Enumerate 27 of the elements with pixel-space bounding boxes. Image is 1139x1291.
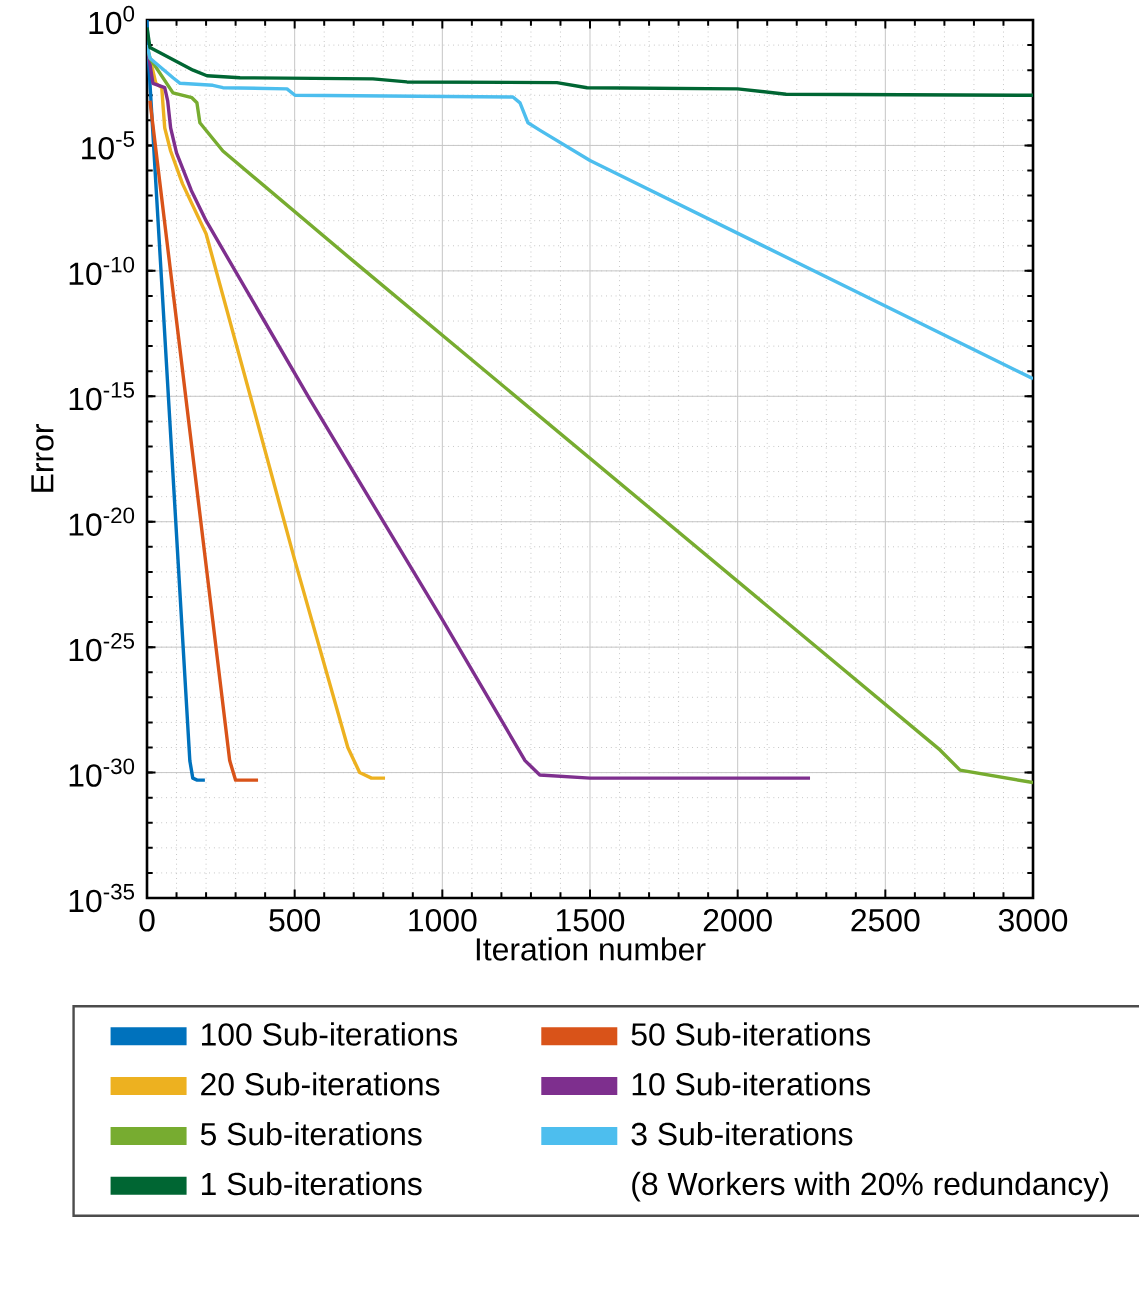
x-tick-label: 1500 <box>556 909 625 932</box>
legend-label: 10 Sub-iterations <box>632 1072 871 1096</box>
line-series <box>147 43 1034 381</box>
legend-label: 20 Sub-iterations <box>201 1072 440 1096</box>
y-tick-label: 10$^{-5}$ <box>82 131 135 160</box>
x-tick-label: 500 <box>269 909 320 932</box>
y-tick-label: 10$^{-30}$ <box>69 758 135 787</box>
x-tick-label: 1000 <box>409 909 477 932</box>
y-tick-label: 10$^{-35}$ <box>69 883 135 913</box>
legend-label: 100 Sub-iterations <box>202 1022 458 1046</box>
legend-label: 3 Sub-iterations <box>631 1122 853 1146</box>
y-tick-label: 10$^{-20}$ <box>69 507 135 536</box>
y-tick-label: 10$^{0}$ <box>89 5 135 35</box>
line-series <box>147 25 1034 97</box>
x-tick-label: 3000 <box>998 909 1068 932</box>
legend-label: 50 Sub-iterations <box>631 1022 871 1046</box>
legend-label: 5 Sub-iterations <box>200 1122 422 1146</box>
x-tick-label: 2500 <box>851 909 920 932</box>
x-tick-label: 2000 <box>703 909 772 932</box>
x-axis-title: Iteration number <box>476 937 706 961</box>
y-axis-title: Error <box>31 424 54 492</box>
legend-label: 1 Sub-iterations <box>202 1171 422 1196</box>
y-tick-label: 10$^{-15}$ <box>69 382 135 411</box>
text: (8 Workers with 20% redundancy) <box>632 1171 1108 1202</box>
x-tick-label: 0 <box>139 909 155 932</box>
y-tick-label: 10$^{-25}$ <box>69 632 135 662</box>
y-tick-label: 10$^{-10}$ <box>69 256 135 286</box>
